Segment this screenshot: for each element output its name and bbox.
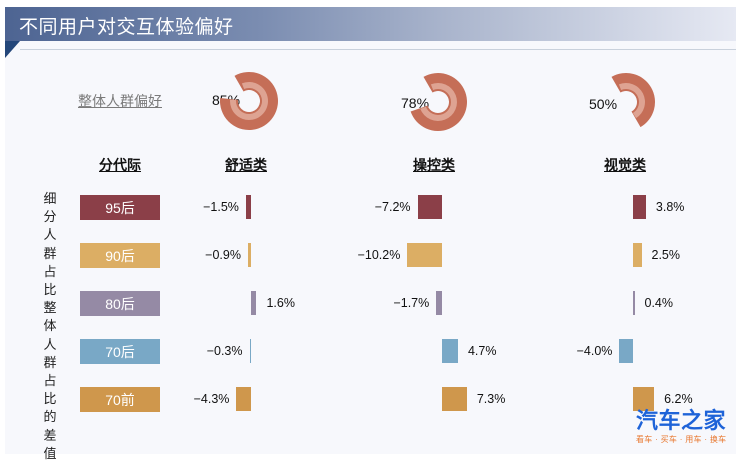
control-bar [436, 291, 442, 315]
control-bar [417, 195, 442, 219]
visual-value-label: 3.8% [655, 200, 685, 214]
title-bar: 不同用户对交互体验偏好 [5, 7, 736, 41]
visual-value-label: 0.4% [644, 296, 674, 310]
visual-bar [633, 195, 646, 219]
control-value-label: 7.3% [476, 392, 506, 406]
visual-bar [619, 339, 633, 363]
watermark-slogan: 看车 · 买车 · 用车 · 换车 [636, 435, 727, 444]
visual-bar [633, 291, 635, 315]
comfort-bar [247, 243, 251, 267]
comfort-value-label: 1.6% [266, 296, 295, 310]
visual-value-label: 6.2% [664, 392, 693, 406]
control-value-label: 4.7% [467, 344, 497, 358]
comfort-bar [236, 387, 251, 411]
visual-value-label: 2.5% [651, 248, 681, 262]
control-value-label: −7.2% [374, 200, 411, 214]
donut-visual [611, 73, 655, 128]
visual-bar [633, 243, 642, 267]
comfort-value-label: −0.3% [206, 344, 243, 358]
column-header-generation: 分代际 [99, 157, 141, 173]
generation-badge-70前: 70前 [80, 387, 160, 412]
control-value-label: −10.2% [357, 248, 401, 262]
control-bar [442, 387, 467, 411]
donut-control-value: 78% [401, 95, 430, 111]
title-tab-decoration [5, 41, 20, 58]
watermark-logo-text: 汽车之家 [636, 408, 727, 433]
control-value-label: −1.7% [393, 296, 430, 310]
generation-badge-95后: 95后 [80, 195, 160, 220]
generation-badge-80后: 80后 [80, 291, 160, 316]
comfort-value-label: −4.3% [193, 392, 230, 406]
donut-visual-value: 50% [589, 96, 618, 112]
generation-badge-90后: 90后 [80, 243, 160, 268]
comfort-bar [249, 339, 251, 363]
donut-control [410, 73, 467, 131]
column-header-comfort: 舒适类 [225, 157, 267, 173]
control-bar [407, 243, 442, 267]
overall-preference-label: 整体人群偏好 [78, 93, 162, 109]
donut-comfort [220, 72, 278, 130]
comfort-value-label: −1.5% [203, 200, 239, 214]
comfort-value-label: −0.9% [205, 248, 241, 262]
comfort-bar [245, 195, 251, 219]
control-bar [442, 339, 458, 363]
column-header-control: 操控类 [413, 157, 455, 173]
visual-value-label: −4.0% [576, 344, 613, 358]
visual-bar [633, 387, 655, 411]
side-axis-label: 细分人群占比整体人群占比的差值 [43, 191, 57, 461]
page-title: 不同用户对交互体验偏好 [19, 17, 234, 38]
title-divider [20, 49, 736, 50]
column-header-visual: 视觉类 [604, 157, 646, 173]
generation-badge-70后: 70后 [80, 339, 160, 364]
comfort-bar [251, 291, 257, 315]
autohome-watermark: 汽车之家 看车 · 买车 · 用车 · 换车 [636, 409, 726, 445]
